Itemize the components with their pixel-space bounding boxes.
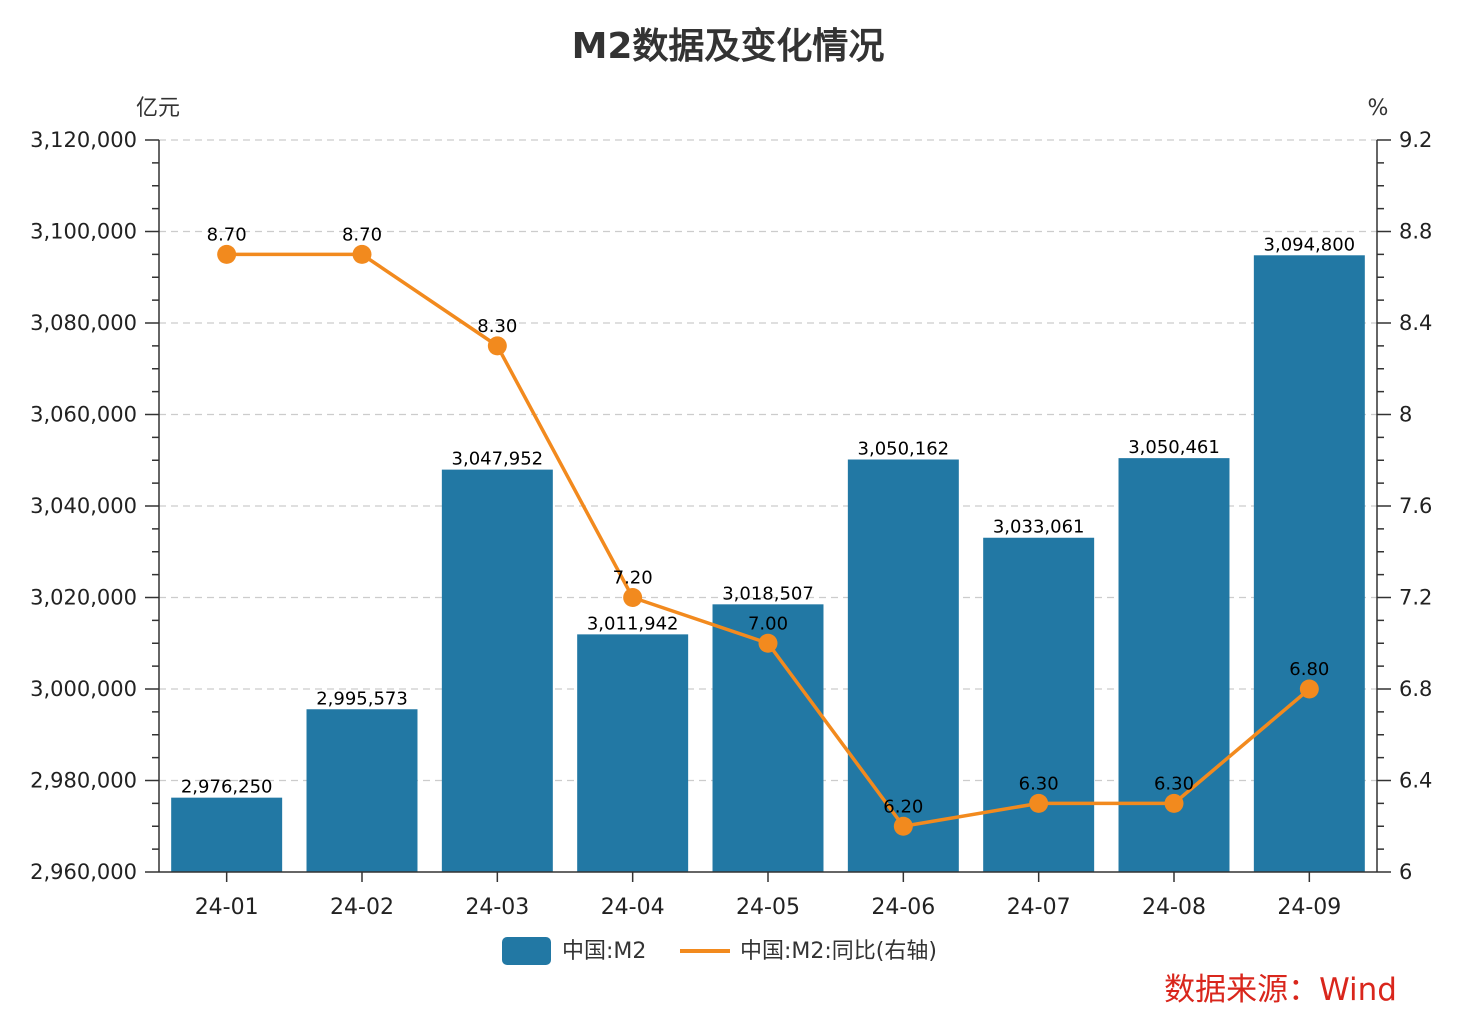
yoy-data-label: 8.30 [477, 316, 517, 337]
right-tick-label: 6.8 [1399, 677, 1432, 701]
yoy-point [893, 816, 913, 836]
right-tick-label: 6.4 [1399, 769, 1432, 793]
left-tick-label: 3,060,000 [30, 403, 137, 427]
legend: 中国:M2 中国:M2:同比(右轴) [502, 937, 937, 965]
right-tick-label: 8.8 [1399, 220, 1432, 244]
bar [171, 797, 283, 872]
yoy-data-label: 6.80 [1289, 659, 1329, 680]
x-tick-label: 24-01 [195, 895, 259, 920]
x-tick-label: 24-09 [1277, 895, 1341, 920]
x-tick-label: 24-07 [1007, 895, 1071, 920]
yoy-data-label: 8.70 [207, 224, 247, 245]
right-tick-label: 8 [1399, 403, 1412, 427]
legend-label-m2-yoy: 中国:M2:同比(右轴) [740, 939, 937, 964]
bar-data-label: 3,047,952 [452, 449, 544, 470]
bar [847, 459, 959, 872]
axis-layer: 2,960,000 6 2,980,000 6.4 3,000,000 6.8 3,020,… [30, 128, 1432, 920]
bar [577, 634, 689, 872]
yoy-point [1164, 793, 1184, 813]
bar-data-label: 3,050,162 [858, 439, 950, 460]
left-tick-label: 3,000,000 [30, 677, 137, 701]
left-tick-label: 3,040,000 [30, 494, 137, 518]
line-layer [217, 244, 1319, 836]
right-axis-unit: % [1368, 96, 1389, 121]
yoy-point [352, 244, 372, 264]
chart-title: M2数据及变化情况 [572, 25, 885, 67]
bar-data-label: 3,018,507 [722, 583, 814, 604]
yoy-point [623, 588, 643, 607]
right-tick-label: 8.4 [1399, 311, 1432, 335]
legend-item-m2[interactable]: 中国:M2 [502, 937, 646, 965]
right-tick-label: 9.2 [1399, 128, 1432, 152]
label-layer: 2,976,250 2,995,573 3,047,952 3,011,942 3,01… [181, 224, 1355, 817]
x-tick-label: 24-02 [330, 895, 394, 920]
left-tick-label: 3,020,000 [30, 586, 137, 610]
x-tick-label: 24-03 [465, 895, 529, 920]
yoy-data-label: 6.30 [1019, 773, 1059, 794]
bar-data-label: 3,050,461 [1128, 437, 1220, 458]
yoy-point [217, 244, 237, 264]
bar-data-label: 2,995,573 [316, 688, 408, 709]
bar [1253, 255, 1365, 873]
left-axis-unit: 亿元 [136, 96, 180, 121]
left-tick-label: 2,980,000 [30, 769, 137, 793]
x-tick-label: 24-04 [601, 895, 665, 920]
x-tick-label: 24-06 [871, 895, 935, 920]
data-source: 数据来源：Wind [1164, 972, 1397, 1008]
left-tick-label: 2,960,000 [30, 860, 137, 884]
left-tick-label: 3,120,000 [30, 128, 137, 152]
yoy-data-label: 7.20 [613, 568, 653, 589]
bar-data-label: 3,033,061 [993, 517, 1085, 538]
yoy-data-label: 8.70 [342, 224, 382, 245]
yoy-point [758, 633, 778, 653]
yoy-data-label: 6.30 [1154, 773, 1194, 794]
legend-swatch-m2 [502, 937, 551, 965]
left-tick-label: 3,100,000 [30, 220, 137, 244]
left-tick-label: 3,080,000 [30, 311, 137, 335]
bar-data-label: 3,011,942 [587, 613, 679, 634]
x-tick-label: 24-08 [1142, 895, 1206, 920]
yoy-point [487, 336, 507, 356]
bar [983, 537, 1095, 872]
bar-data-label: 3,094,800 [1264, 234, 1356, 255]
yoy-point [1029, 793, 1049, 813]
legend-label-m2: 中国:M2 [562, 939, 646, 964]
x-tick-label: 24-05 [736, 895, 800, 920]
yoy-data-label: 7.00 [748, 613, 788, 634]
yoy-point [1299, 679, 1319, 699]
right-tick-label: 7.2 [1399, 586, 1432, 610]
bar [441, 469, 553, 872]
right-tick-label: 7.6 [1399, 494, 1432, 518]
bar-data-label: 2,976,250 [181, 777, 273, 798]
yoy-data-label: 6.20 [883, 796, 923, 817]
right-tick-label: 6 [1399, 860, 1412, 884]
bar [306, 709, 418, 872]
legend-item-m2-yoy[interactable]: 中国:M2:同比(右轴) [680, 939, 937, 964]
